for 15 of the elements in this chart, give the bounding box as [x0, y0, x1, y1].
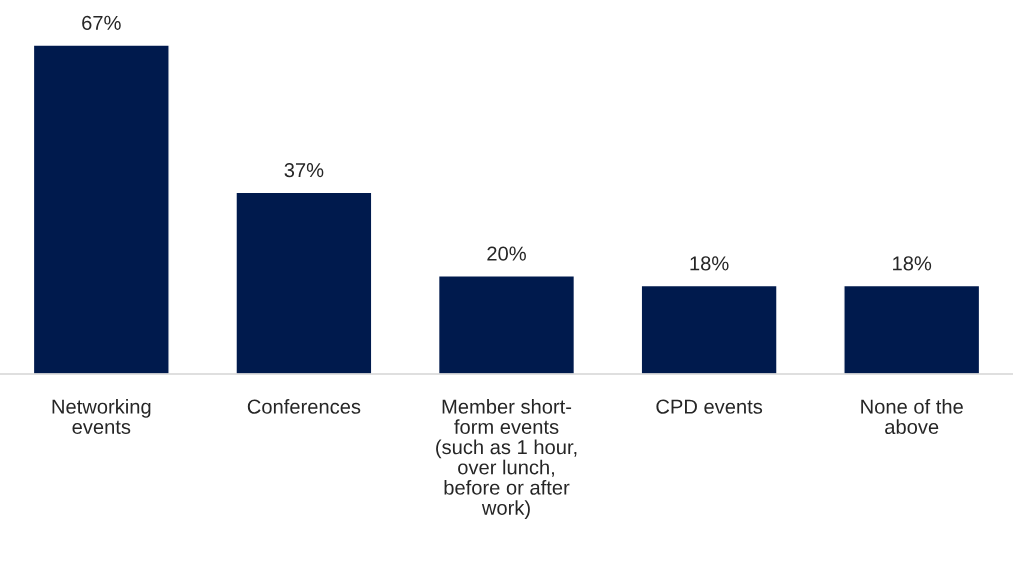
data-label: 18% — [690, 256, 729, 271]
data-label: 37% — [284, 163, 324, 178]
bar — [32, 44, 170, 374]
x-tick-label: Conferences — [247, 399, 361, 414]
bar — [640, 284, 778, 374]
bar — [437, 275, 576, 374]
x-tick-label: CPD events — [656, 399, 763, 414]
x-tick-label: None of the above — [861, 399, 963, 435]
data-label: 67% — [82, 15, 121, 30]
bar — [843, 284, 981, 374]
data-label: 20% — [487, 246, 526, 261]
bar — [235, 191, 373, 374]
x-tick-label: Networking events — [52, 399, 151, 435]
x-tick-label: Member short-form events (such as 1 hour, over lunch, before or after work) — [436, 399, 577, 519]
data-label: 18% — [893, 256, 932, 271]
